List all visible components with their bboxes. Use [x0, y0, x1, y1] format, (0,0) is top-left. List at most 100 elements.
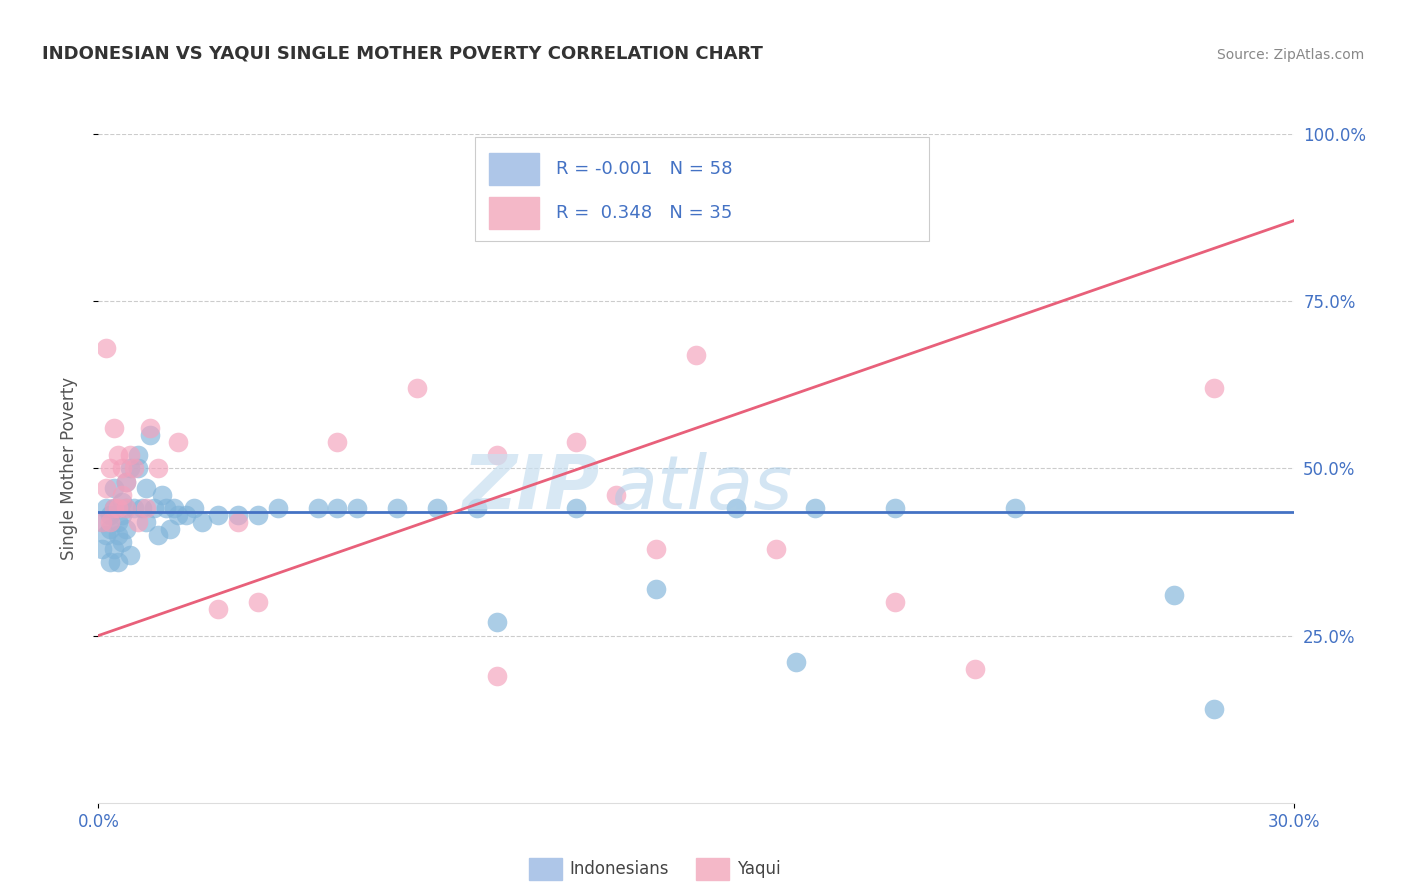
- Point: [111, 535, 134, 549]
- Point: [159, 521, 181, 535]
- Point: [963, 662, 986, 676]
- Point: [150, 488, 173, 502]
- Point: [884, 595, 907, 609]
- Point: [605, 488, 627, 502]
- Point: [485, 615, 508, 630]
- Point: [207, 602, 229, 616]
- Point: [115, 475, 138, 489]
- Point: [115, 501, 138, 516]
- Point: [100, 515, 122, 529]
- Point: [127, 515, 149, 529]
- Text: atlas: atlas: [613, 452, 794, 524]
- Point: [1004, 501, 1026, 516]
- Text: Source: ZipAtlas.com: Source: ZipAtlas.com: [1216, 48, 1364, 62]
- Point: [103, 501, 125, 516]
- FancyBboxPatch shape: [489, 197, 540, 229]
- Point: [167, 434, 190, 449]
- Point: [1202, 702, 1225, 716]
- Point: [131, 501, 153, 516]
- Point: [485, 448, 508, 462]
- Point: [167, 508, 190, 523]
- Point: [103, 421, 125, 435]
- Point: [685, 348, 707, 362]
- Point: [103, 501, 125, 516]
- Point: [115, 475, 138, 489]
- Point: [120, 461, 142, 475]
- FancyBboxPatch shape: [696, 858, 730, 880]
- Point: [884, 501, 907, 516]
- Point: [565, 501, 588, 516]
- Text: R =  0.348   N = 35: R = 0.348 N = 35: [557, 204, 733, 222]
- Point: [124, 461, 146, 475]
- Point: [385, 501, 409, 516]
- Point: [135, 482, 157, 496]
- Text: Yaqui: Yaqui: [737, 860, 780, 878]
- Point: [148, 528, 170, 542]
- Point: [91, 515, 114, 529]
- Point: [107, 555, 129, 569]
- Point: [100, 461, 122, 475]
- Point: [91, 541, 114, 556]
- Point: [307, 501, 329, 516]
- Point: [804, 501, 827, 516]
- Point: [139, 428, 162, 442]
- Point: [326, 501, 349, 516]
- Point: [267, 501, 290, 516]
- Point: [100, 508, 122, 523]
- Point: [139, 421, 162, 435]
- Point: [785, 655, 807, 669]
- Text: ZIP: ZIP: [463, 452, 600, 524]
- Point: [120, 548, 142, 563]
- Point: [111, 494, 134, 508]
- Point: [127, 448, 149, 462]
- Point: [103, 482, 125, 496]
- Point: [107, 448, 129, 462]
- Point: [485, 669, 508, 683]
- Point: [246, 508, 269, 523]
- Text: INDONESIAN VS YAQUI SINGLE MOTHER POVERTY CORRELATION CHART: INDONESIAN VS YAQUI SINGLE MOTHER POVERT…: [42, 45, 763, 62]
- Point: [107, 515, 129, 529]
- Point: [127, 461, 149, 475]
- Point: [100, 555, 122, 569]
- Point: [326, 434, 349, 449]
- Point: [183, 501, 205, 516]
- Point: [124, 501, 146, 516]
- Point: [155, 501, 177, 516]
- Point: [96, 501, 118, 516]
- Point: [111, 488, 134, 502]
- Point: [226, 508, 249, 523]
- Point: [465, 501, 488, 516]
- Text: Indonesians: Indonesians: [569, 860, 669, 878]
- Point: [426, 501, 449, 516]
- Point: [226, 515, 249, 529]
- Point: [207, 508, 229, 523]
- Point: [346, 501, 368, 516]
- Point: [96, 341, 118, 355]
- Point: [765, 541, 787, 556]
- Point: [406, 381, 429, 395]
- Point: [111, 461, 134, 475]
- Point: [107, 528, 129, 542]
- Point: [645, 541, 668, 556]
- Point: [724, 501, 747, 516]
- Point: [135, 515, 157, 529]
- Point: [111, 508, 134, 523]
- Point: [100, 521, 122, 535]
- Point: [148, 461, 170, 475]
- Point: [120, 448, 142, 462]
- Point: [96, 528, 118, 542]
- Point: [174, 508, 197, 523]
- Point: [163, 501, 186, 516]
- Point: [96, 482, 118, 496]
- Point: [1202, 381, 1225, 395]
- Point: [143, 501, 166, 516]
- FancyBboxPatch shape: [489, 153, 540, 186]
- Point: [1163, 589, 1185, 603]
- Point: [115, 501, 138, 516]
- Point: [103, 541, 125, 556]
- FancyBboxPatch shape: [475, 137, 929, 241]
- Point: [645, 582, 668, 596]
- Point: [565, 434, 588, 449]
- Point: [135, 501, 157, 516]
- Y-axis label: Single Mother Poverty: Single Mother Poverty: [59, 376, 77, 560]
